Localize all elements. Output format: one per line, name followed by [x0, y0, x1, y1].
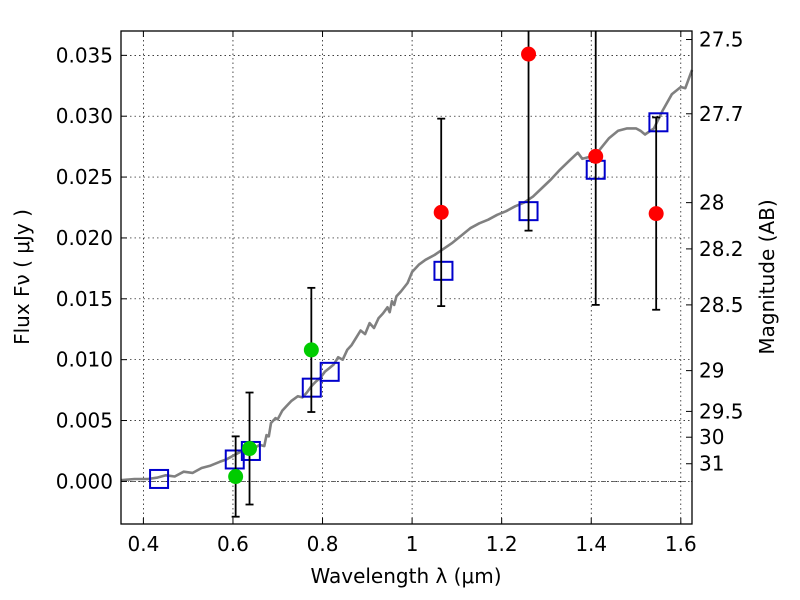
red-detection-point	[588, 148, 604, 164]
y-tick-label: 0.025	[56, 165, 113, 189]
y-tick-label: 0.005	[56, 409, 113, 433]
ticks: 0.4 0.6 0.8 1 1.2 1.4 1.6 0.000 0.005 0.010 0.015 0…	[56, 28, 744, 556]
mag-tick-label: 30	[699, 425, 724, 449]
y-axis-right-label: Magnitude (AB)	[755, 199, 779, 354]
red-detection-point	[433, 204, 449, 220]
x-axis-label: Wavelength λ (μm)	[310, 564, 501, 588]
green-detection-point	[242, 441, 258, 457]
model-photometry-point	[433, 260, 454, 281]
grid	[121, 31, 692, 524]
x-tick-label: 0.4	[127, 532, 159, 556]
x-tick-label: 0.6	[217, 532, 249, 556]
model-spectrum-line	[120, 69, 694, 482]
plot-frame	[120, 30, 693, 525]
series-layer	[120, 31, 694, 518]
red-detection-point	[648, 206, 664, 222]
green-detection-point	[228, 469, 244, 485]
mag-tick-label: 29	[699, 359, 724, 383]
mag-tick-label: 28.5	[699, 293, 744, 317]
y-tick-label: 0.035	[56, 43, 113, 67]
y-tick-label: 0.010	[56, 348, 113, 372]
y-tick-label: 0.020	[56, 226, 113, 250]
x-tick-label: 0.8	[307, 532, 339, 556]
y-axis-label: Flux Fν ( μJy )	[10, 209, 34, 345]
y-tick-label: 0.030	[56, 104, 113, 128]
red-detection-point	[521, 46, 537, 62]
x-tick-label: 1.2	[486, 532, 518, 556]
model-photometry-point	[149, 468, 170, 489]
model-photometry-point	[648, 112, 669, 133]
green-detection-point	[303, 342, 319, 358]
model-photometry-point	[319, 361, 340, 382]
x-tick-label: 1.4	[575, 532, 607, 556]
mag-tick-label: 31	[699, 452, 724, 476]
y-tick-label: 0.015	[56, 287, 113, 311]
x-tick-label: 1.6	[665, 532, 697, 556]
mag-tick-label: 27.5	[699, 28, 744, 52]
mag-tick-label: 29.5	[699, 399, 744, 423]
mag-tick-label: 27.7	[699, 102, 744, 126]
mag-tick-label: 28.2	[699, 237, 744, 261]
y-tick-label: 0.000	[56, 469, 113, 493]
x-tick-label: 1	[406, 532, 419, 556]
mag-tick-label: 28	[699, 191, 724, 215]
